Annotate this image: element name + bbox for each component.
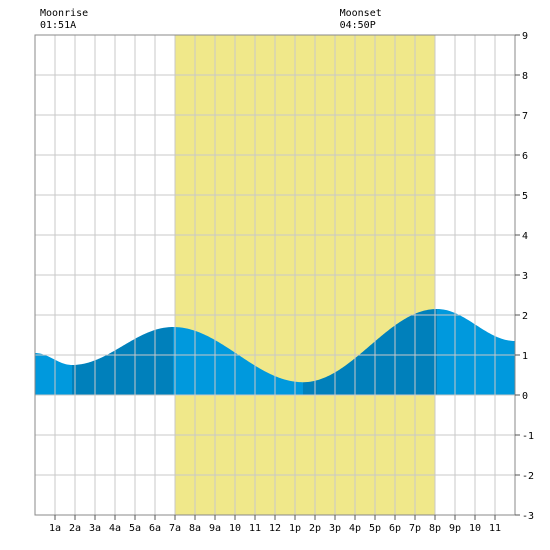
x-tick-label: 5p	[369, 523, 381, 534]
y-tick-label: -2	[522, 471, 534, 482]
x-tick-label: 1a	[49, 523, 61, 534]
y-tick-label: 9	[522, 31, 528, 42]
annotation-title: Moonset	[340, 8, 382, 19]
x-tick-label: 4a	[109, 523, 121, 534]
tide-falling-segment	[173, 327, 303, 395]
x-tick-label: 6p	[389, 523, 401, 534]
x-tick-label: 8a	[189, 523, 201, 534]
y-axis-ticks: -3 -2 -1 0 1 2 3 4 5 6 7 8 9	[515, 31, 534, 522]
y-tick-label: 8	[522, 71, 528, 82]
y-tick-label: 4	[522, 231, 528, 242]
annotation-time: 04:50P	[340, 20, 376, 31]
y-tick-label: 3	[522, 271, 528, 282]
x-tick-label: 2a	[69, 523, 81, 534]
tide-rising-segment	[72, 327, 173, 395]
y-tick-label: 1	[522, 351, 528, 362]
x-tick-label: 5a	[129, 523, 141, 534]
x-tick-label: 12	[269, 523, 281, 534]
x-tick-label: 11	[489, 523, 501, 534]
x-tick-label: 2p	[309, 523, 321, 534]
x-tick-label: 11	[249, 523, 261, 534]
x-tick-label: 1p	[289, 523, 301, 534]
y-tick-label: 7	[522, 111, 528, 122]
grid	[35, 35, 515, 515]
x-tick-label: 10	[229, 523, 241, 534]
x-tick-label: 8p	[429, 523, 441, 534]
tide-rising-segment	[303, 309, 437, 395]
tide-falling-segment	[35, 353, 72, 395]
y-tick-label: 5	[522, 191, 528, 202]
y-tick-label: 6	[522, 151, 528, 162]
y-tick-label: -3	[522, 511, 534, 522]
x-axis-ticks: 1a 2a 3a 4a 5a 6a 7a 8a 9a 10 11 12 1p 2p 3p 4p 5p 6p 7p 8p…	[49, 515, 501, 534]
x-tick-label: 9p	[449, 523, 461, 534]
x-tick-label: 7p	[409, 523, 421, 534]
x-tick-label: 3p	[329, 523, 341, 534]
x-tick-label: 9a	[209, 523, 221, 534]
annotation-time: 01:51A	[40, 20, 76, 31]
x-tick-label: 3a	[89, 523, 101, 534]
y-tick-label: -1	[522, 431, 534, 442]
x-tick-label: 4p	[349, 523, 361, 534]
y-tick-label: 2	[522, 311, 528, 322]
x-tick-label: 6a	[149, 523, 161, 534]
y-tick-label: 0	[522, 391, 528, 402]
annotation-title: Moonrise	[40, 8, 88, 19]
x-tick-label: 7a	[169, 523, 181, 534]
x-tick-label: 10	[469, 523, 481, 534]
